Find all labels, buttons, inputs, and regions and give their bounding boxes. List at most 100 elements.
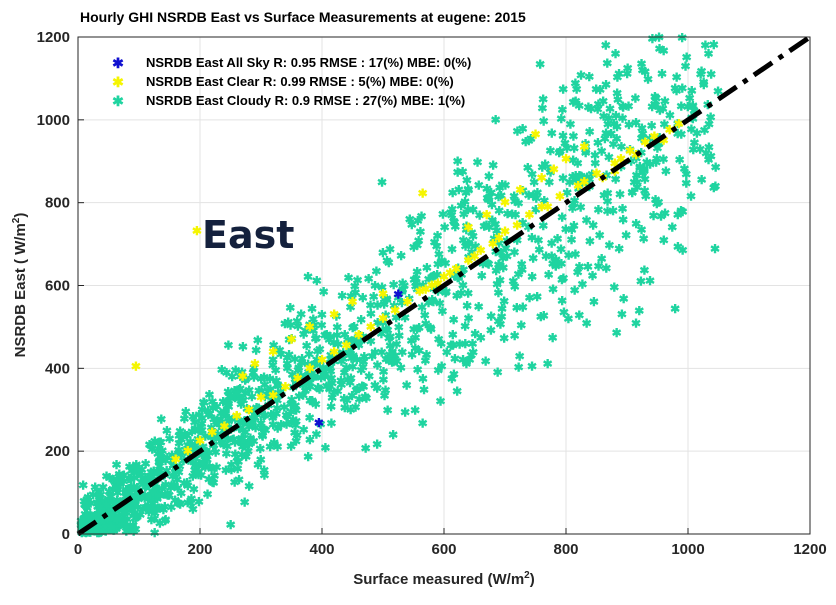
cloudy-point: ✱ [251,407,261,421]
cloudy-point: ✱ [637,63,647,77]
cloudy-point: ✱ [475,209,485,223]
cloudy-point: ✱ [436,337,446,351]
cloudy-point: ✱ [326,372,336,386]
cloudy-point: ✱ [291,374,301,388]
cloudy-point: ✱ [640,65,650,79]
cloudy-point: ✱ [167,449,177,463]
cloudy-point: ✱ [427,270,437,284]
cloudy-point: ✱ [510,280,520,294]
cloudy-point: ✱ [282,362,292,376]
cloudy-point: ✱ [711,161,721,175]
cloudy-point: ✱ [345,301,355,315]
cloudy-point: ✱ [214,432,224,446]
cloudy-point: ✱ [101,498,111,512]
cloudy-point: ✱ [141,475,151,489]
cloudy-point: ✱ [428,295,438,309]
cloudy-point: ✱ [122,484,132,498]
cloudy-point: ✱ [538,219,548,233]
cloudy-point: ✱ [194,424,204,438]
cloudy-point: ✱ [568,154,578,168]
cloudy-point: ✱ [478,257,488,271]
cloudy-point: ✱ [612,87,622,101]
cloudy-point: ✱ [173,444,183,458]
cloudy-point: ✱ [96,521,106,535]
cloudy-point: ✱ [654,137,664,151]
cloudy-point: ✱ [447,372,457,386]
cloudy-point: ✱ [131,522,141,536]
cloudy-point: ✱ [175,497,185,511]
cloudy-point: ✱ [370,378,380,392]
cloudy-point: ✱ [92,513,102,527]
cloudy-point: ✱ [486,324,496,338]
cloudy-point: ✱ [110,475,120,489]
cloudy-point: ✱ [497,302,507,316]
cloudy-point: ✱ [462,174,472,188]
cloudy-point: ✱ [111,496,121,510]
cloudy-point: ✱ [240,496,250,510]
cloudy-point: ✱ [584,173,594,187]
clear-point: ✱ [238,370,248,384]
cloudy-point: ✱ [248,412,258,426]
cloudy-point: ✱ [557,211,567,225]
clear-point: ✱ [421,283,431,297]
cloudy-point: ✱ [182,476,192,490]
cloudy-point: ✱ [251,343,261,357]
cloudy-point: ✱ [601,126,611,140]
cloudy-point: ✱ [448,186,458,200]
cloudy-point: ✱ [682,51,692,65]
clear-point: ✱ [515,183,525,197]
cloudy-point: ✱ [326,400,336,414]
cloudy-point: ✱ [346,344,356,358]
cloudy-point: ✱ [645,274,655,288]
cloudy-point: ✱ [101,470,111,484]
cloudy-point: ✱ [257,421,267,435]
cloudy-point: ✱ [608,137,618,151]
cloudy-point: ✱ [176,449,186,463]
cloudy-point: ✱ [410,404,420,418]
x-tick-label: 600 [431,541,456,558]
cloudy-point: ✱ [102,519,112,533]
cloudy-point: ✱ [637,122,647,136]
cloudy-point: ✱ [80,498,90,512]
cloudy-point: ✱ [113,503,123,517]
cloudy-point: ✱ [601,39,611,53]
cloudy-point: ✱ [333,385,343,399]
cloudy-point: ✱ [468,346,478,360]
cloudy-point: ✱ [659,117,669,131]
cloudy-point: ✱ [197,424,207,438]
cloudy-point: ✱ [232,410,242,424]
cloudy-point: ✱ [234,422,244,436]
cloudy-point: ✱ [618,213,628,227]
cloudy-point: ✱ [271,363,281,377]
cloudy-point: ✱ [268,386,278,400]
cloudy-point: ✱ [81,499,91,513]
cloudy-point: ✱ [155,489,165,503]
cloudy-point: ✱ [85,525,95,539]
cloudy-point: ✱ [194,465,204,479]
cloudy-point: ✱ [228,433,238,447]
cloudy-point: ✱ [536,310,546,324]
cloudy-point: ✱ [508,275,518,289]
cloudy-point: ✱ [681,168,691,182]
cloudy-point: ✱ [384,256,394,270]
cloudy-point: ✱ [347,336,357,350]
cloudy-point: ✱ [460,337,470,351]
cloudy-point: ✱ [452,385,462,399]
cloudy-point: ✱ [175,460,185,474]
cloudy-point: ✱ [151,487,161,501]
cloudy-point: ✱ [317,319,327,333]
clear-point: ✱ [256,390,266,404]
cloudy-point: ✱ [88,488,98,502]
cloudy-point: ✱ [484,191,494,205]
cloudy-point: ✱ [102,514,112,528]
cloudy-point: ✱ [233,462,243,476]
cloudy-point: ✱ [217,421,227,435]
cloudy-point: ✱ [316,371,326,385]
cloudy-point: ✱ [126,489,136,503]
cloudy-point: ✱ [158,503,168,517]
cloudy-point: ✱ [326,417,336,431]
cloudy-point: ✱ [265,383,275,397]
cloudy-point: ✱ [309,358,319,372]
cloudy-point: ✱ [122,499,132,513]
cloudy-point: ✱ [534,243,544,257]
